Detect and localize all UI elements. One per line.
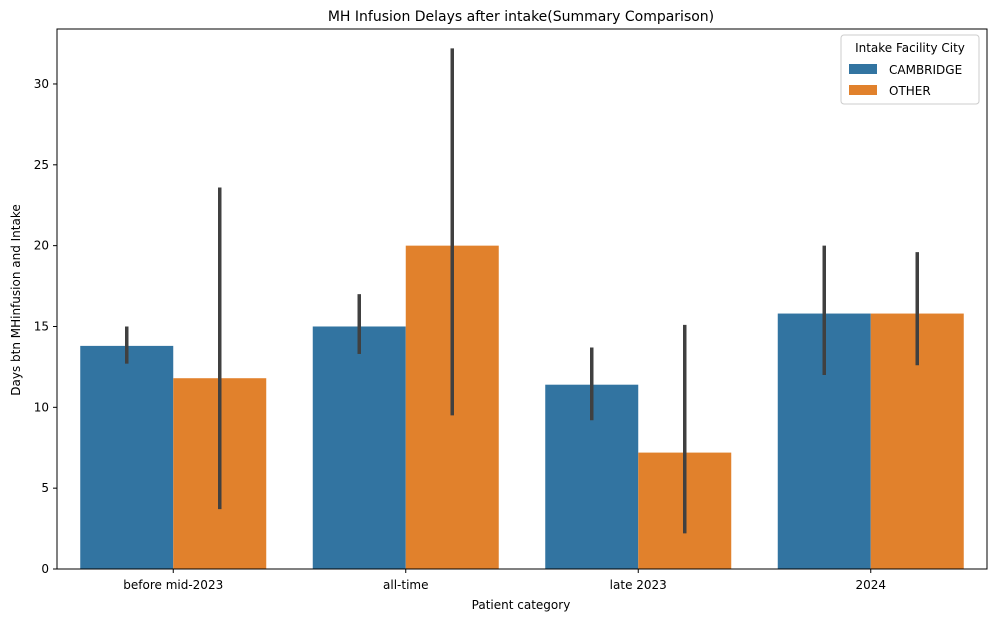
- y-axis-label: Days btn MHinfusion and Intake: [9, 204, 23, 396]
- y-tick-label: 5: [41, 481, 49, 495]
- y-tick-label: 0: [41, 562, 49, 576]
- x-tick-label: all-time: [383, 578, 428, 592]
- y-tick-label: 30: [34, 77, 49, 91]
- legend-title: Intake Facility City: [855, 41, 965, 55]
- bar: [80, 345, 174, 569]
- y-axis-ticks: 0 5 10 15 20 25 30: [34, 77, 57, 576]
- x-tick-label: late 2023: [610, 578, 667, 592]
- x-axis-ticks: before mid-2023 all-time late 2023 2024: [123, 569, 886, 592]
- y-tick-label: 20: [34, 239, 49, 253]
- y-tick-label: 10: [34, 400, 49, 414]
- y-tick-label: 15: [34, 319, 49, 333]
- legend-label: CAMBRIDGE: [889, 63, 962, 77]
- legend-label: OTHER: [889, 84, 931, 98]
- axes-frame: [56, 28, 988, 570]
- bar: [312, 326, 406, 569]
- legend-items: CAMBRIDGE OTHER: [849, 63, 962, 98]
- x-axis-label: Patient category: [472, 598, 571, 612]
- x-tick-label: before mid-2023: [123, 578, 223, 592]
- error-bars-group: [125, 48, 919, 534]
- legend: Intake Facility City CAMBRIDGE OTHER: [840, 34, 980, 105]
- legend-swatch: [849, 85, 877, 95]
- x-tick-label: 2024: [855, 578, 886, 592]
- bars-group: [80, 245, 964, 569]
- legend-swatch: [849, 64, 877, 74]
- chart-title: MH Infusion Delays after intake(Summary …: [328, 9, 714, 25]
- y-tick-label: 25: [34, 158, 49, 172]
